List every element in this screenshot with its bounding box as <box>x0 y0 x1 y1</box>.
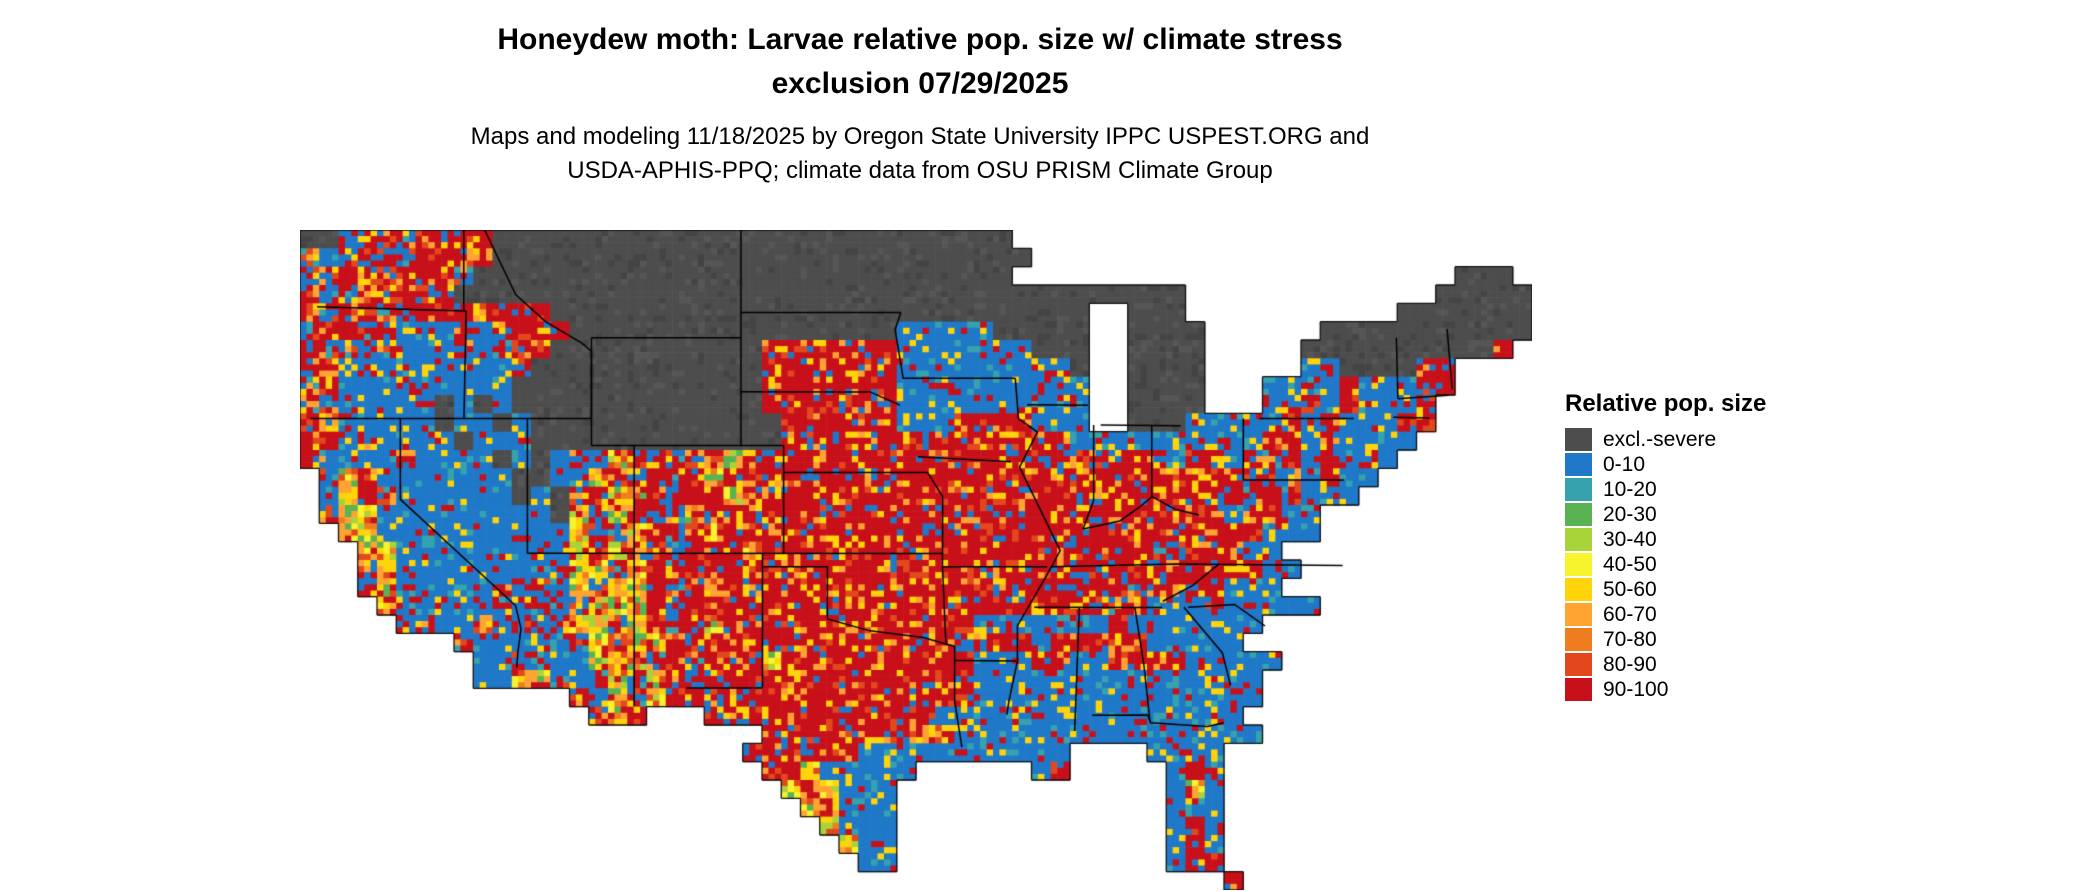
legend-swatch <box>1565 678 1592 701</box>
legend-entry: 70-80 <box>1565 628 1766 651</box>
legend-entry: 50-60 <box>1565 578 1766 601</box>
legend-label: 20-30 <box>1603 503 1657 526</box>
legend-entries: excl.-severe 0-10 10-20 20-30 30-40 40-50 50-6… <box>1565 428 1766 701</box>
legend-label: 60-70 <box>1603 603 1657 626</box>
subtitle-line-1: Maps and modeling 11/18/2025 by Oregon S… <box>470 123 1370 150</box>
legend-swatch <box>1565 453 1592 476</box>
legend-swatch <box>1565 653 1592 676</box>
legend-entry: 10-20 <box>1565 478 1766 501</box>
legend-label: 50-60 <box>1603 578 1657 601</box>
legend-entry: 60-70 <box>1565 603 1766 626</box>
legend-label: 30-40 <box>1603 528 1657 551</box>
legend-title: Relative pop. size <box>1565 390 1767 417</box>
us-distribution-map <box>300 230 1532 890</box>
legend-swatch <box>1565 603 1592 626</box>
legend-entry: 80-90 <box>1565 653 1766 676</box>
legend-label: 80-90 <box>1603 653 1657 676</box>
legend-swatch <box>1565 578 1592 601</box>
legend-swatch <box>1565 528 1592 551</box>
page-title: Honeydew moth: Larvae relative pop. size… <box>0 18 1840 106</box>
legend-swatch <box>1565 553 1592 576</box>
legend-label: 40-50 <box>1603 553 1657 576</box>
title-line-2: exclusion 07/29/2025 <box>771 67 1069 100</box>
legend-swatch <box>1565 478 1592 501</box>
legend-label: 10-20 <box>1603 478 1657 501</box>
subtitle-line-2: USDA-APHIS-PPQ; climate data from OSU PR… <box>567 157 1273 184</box>
legend-swatch <box>1565 628 1592 651</box>
legend-label: 70-80 <box>1603 628 1657 651</box>
legend-entry: 90-100 <box>1565 678 1766 701</box>
legend-entry: 40-50 <box>1565 553 1766 576</box>
legend-entry: 30-40 <box>1565 528 1766 551</box>
map-header: Honeydew moth: Larvae relative pop. size… <box>0 18 1840 188</box>
legend-swatch <box>1565 503 1592 526</box>
legend-label: 0-10 <box>1603 453 1646 476</box>
legend-label: 90-100 <box>1603 678 1669 701</box>
title-line-1: Honeydew moth: Larvae relative pop. size… <box>497 23 1343 56</box>
legend: Relative pop. size excl.-severe 0-10 10-20… <box>1565 390 1766 703</box>
legend-label: excl.-severe <box>1603 428 1717 451</box>
map-attribution: Maps and modeling 11/18/2025 by Oregon S… <box>0 120 1840 188</box>
legend-entry: 0-10 <box>1565 453 1766 476</box>
legend-entry: 20-30 <box>1565 503 1766 526</box>
legend-swatch <box>1565 428 1592 451</box>
legend-entry: excl.-severe <box>1565 428 1766 451</box>
